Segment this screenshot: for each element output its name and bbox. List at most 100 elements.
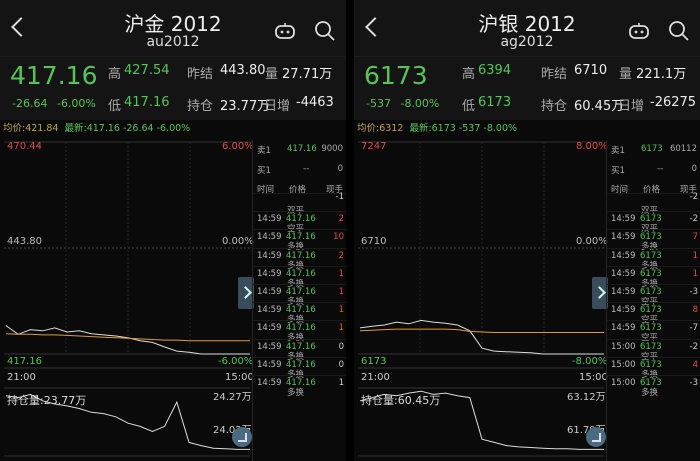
ask-price: 6173 [641, 144, 663, 154]
col-time: 时间 [611, 185, 629, 195]
trade-price: 6173 [640, 287, 662, 297]
trade-price: 6173 [640, 359, 662, 370]
trade-row: -1 双平 [253, 192, 346, 216]
trade-time: 15:00 [611, 359, 636, 370]
prev-settle-value: 443.80 [220, 63, 266, 78]
ask-label: 卖1 [611, 146, 625, 156]
open-interest-line [359, 390, 604, 450]
trade-price: 6173 [640, 323, 662, 334]
low-label: 低 [108, 99, 122, 114]
trade-time: 14:59 [257, 250, 282, 261]
trade-type: 空平 [641, 351, 659, 362]
daily-increase-label: 日增 [264, 99, 291, 114]
chart-header: 均价:421.84 最新:417.16 -26.64 -6.00% [0, 121, 346, 136]
trade-type: 多换 [287, 297, 305, 307]
time-end-label: 15:00 [579, 372, 608, 383]
order-book-ticks: 卖1 417.16 9000 买1 -- 0 时间 价格 现手 -1 双平 14:5… [252, 140, 346, 461]
trade-time: 14:59 [611, 287, 636, 297]
trade-row: 15:00 6173 -3 多换 [607, 375, 700, 398]
trade-type: 多换 [641, 242, 659, 253]
low-value: 6173 [478, 95, 512, 110]
open-interest-value: 23.77万 [220, 99, 271, 114]
col-price: 价格 [643, 185, 661, 195]
trade-type: 双平 [641, 206, 659, 216]
trade-time: 14:59 [257, 341, 282, 352]
high-label: 高 [462, 67, 476, 82]
intraday-chart[interactable] [354, 136, 700, 461]
expand-panel-button[interactable] [592, 277, 608, 309]
trade-time: 14:59 [257, 268, 282, 279]
ask-price: 417.16 [287, 144, 317, 154]
trade-type: 多换 [287, 351, 305, 362]
trade-type: 双平 [287, 206, 305, 216]
trade-volume: -2 [689, 341, 698, 352]
trade-volume: 1 [338, 323, 344, 334]
bottom-price-label: 6173 [361, 356, 387, 367]
trade-time: 14:59 [611, 305, 636, 316]
trade-price: 6173 [640, 232, 662, 243]
trade-time: 14:59 [257, 287, 282, 297]
trade-volume: 10 [333, 232, 344, 243]
expand-panel-button[interactable] [238, 277, 254, 309]
avg-price-line [5, 333, 250, 342]
low-label: 低 [462, 99, 476, 114]
trade-row: 14:59 417.16 1 多换 [253, 302, 346, 325]
trade-row: 14:59 417.16 1 多换 [253, 284, 346, 307]
volume-value: 27.71万 [282, 67, 333, 82]
trade-price: 6173 [640, 268, 662, 279]
top-price-label: 470.44 [7, 141, 42, 152]
trade-time: 14:59 [257, 232, 282, 243]
panel-divider [346, 0, 354, 461]
panel-header: 沪金 2012 au2012 [0, 0, 346, 56]
quote-summary: 6173 -537 -8.00% 高 6394 低 6173 昨结 6710 持… [354, 56, 700, 120]
volume-label: 量 [619, 67, 633, 82]
trade-row: 14:59 6173 7 多换 [607, 229, 700, 252]
trade-row: -2 双平 [607, 192, 700, 216]
trade-time: 14:59 [257, 214, 282, 225]
trade-volume: 2 [338, 214, 344, 225]
trade-time: 15:00 [611, 378, 636, 388]
robot-icon[interactable] [628, 22, 650, 39]
trade-row: 14:59 417.16 2 多换 [253, 247, 346, 271]
trade-price: 417.16 [286, 341, 316, 352]
trade-row: 14:59 417.16 1 多换 [253, 320, 346, 343]
high-label: 高 [108, 67, 122, 82]
contract-title: 沪银 2012 [478, 12, 576, 36]
contract-title: 沪金 2012 [124, 12, 222, 36]
search-icon[interactable] [314, 20, 336, 42]
fullscreen-icon[interactable] [232, 427, 252, 447]
high-value: 427.54 [124, 63, 170, 78]
ask-volume: 60112 [669, 144, 697, 154]
time-start-label: 21:00 [361, 372, 390, 383]
intraday-chart[interactable] [0, 136, 346, 461]
trade-type: 空平 [641, 333, 659, 344]
trade-volume: 1 [338, 305, 344, 316]
trade-price: 417.16 [286, 323, 316, 334]
last-price: 6173 [364, 61, 428, 90]
search-icon[interactable] [668, 20, 690, 42]
trade-type: 多换 [287, 333, 305, 344]
bid-volume: 0 [691, 164, 697, 174]
trade-volume: 0 [338, 341, 344, 352]
oi-chart-title: 持仓量:23.77万 [7, 394, 87, 407]
time-start-label: 21:00 [7, 372, 36, 383]
fullscreen-icon[interactable] [586, 427, 606, 447]
trade-row: 14:59 417.16 0 多换 [253, 356, 346, 380]
last-price: 417.16 [10, 61, 98, 90]
oi-top-label: 24.27万 [213, 392, 252, 403]
price-change: -26.64 -6.00% [12, 97, 96, 110]
prev-settle-value: 6710 [574, 63, 608, 78]
panel-gold: 沪金 2012 au2012 417.16 -26.64 -6.00% 高 42… [0, 0, 346, 461]
trade-volume: 1 [338, 268, 344, 279]
contract-code: au2012 [146, 34, 200, 50]
robot-icon[interactable] [274, 22, 296, 39]
trade-row: 14:59 6173 -2 双平 [607, 211, 700, 234]
trade-row: 15:00 6173 4 多换 [607, 356, 700, 380]
trade-price: 417.16 [286, 287, 316, 297]
mid-price-label: 443.80 [7, 236, 42, 247]
trade-type: 多换 [641, 369, 659, 380]
oi-chart-title: 持仓量:60.45万 [361, 394, 441, 407]
volume-value: 221.1万 [636, 67, 687, 82]
prev-settle-label: 昨结 [541, 67, 568, 82]
col-volume: 现手 [325, 185, 343, 195]
